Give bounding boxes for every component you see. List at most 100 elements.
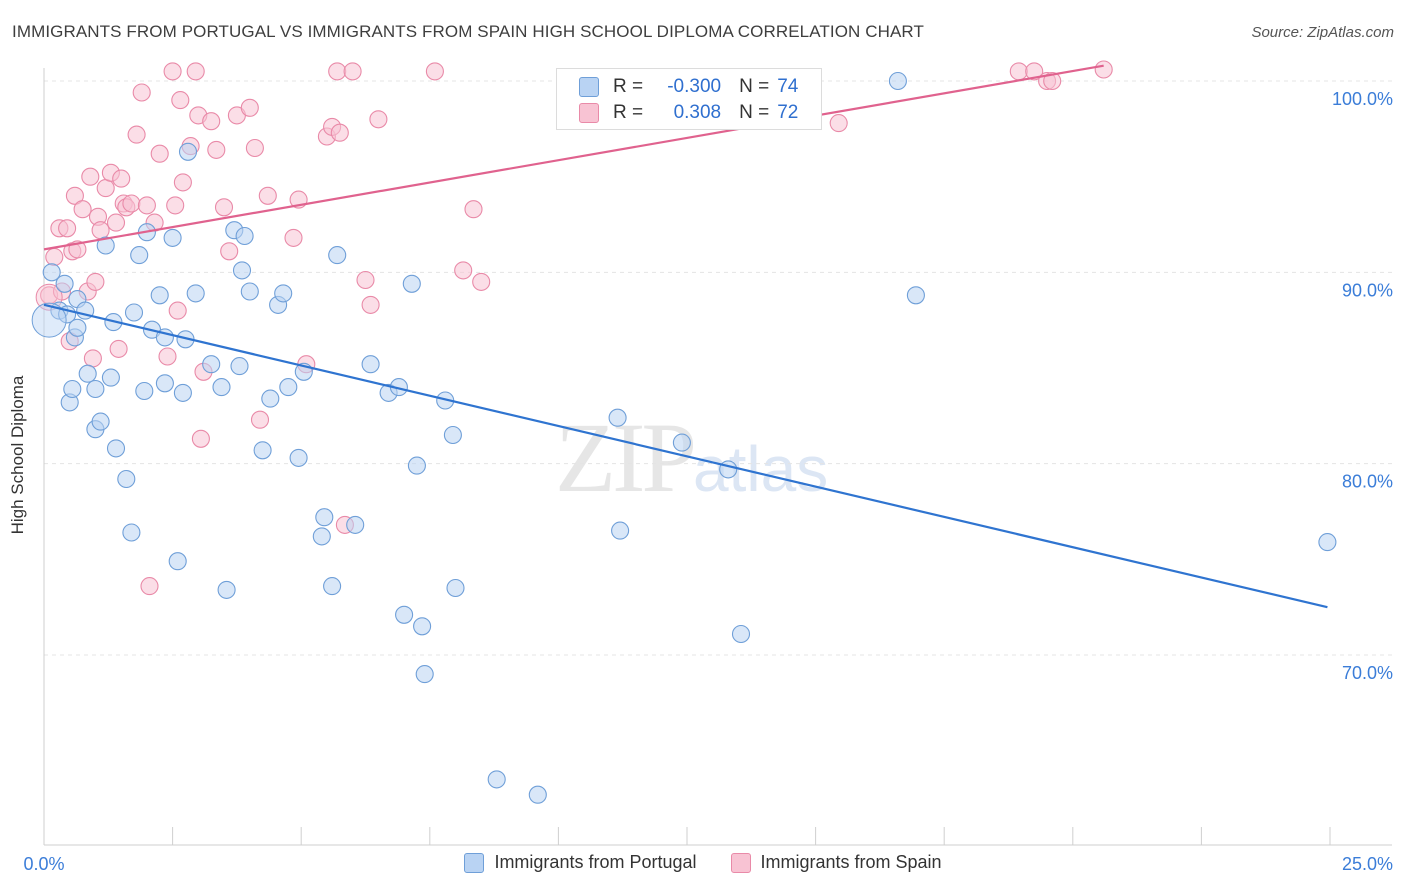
portugal-point [155, 374, 174, 393]
spain-point [220, 242, 239, 261]
spain-point [112, 169, 131, 188]
portugal-point [672, 433, 691, 452]
portugal-point [124, 303, 144, 322]
source-label: Source: ZipAtlas.com [1251, 24, 1394, 41]
portugal-point [315, 508, 334, 527]
spain-point [250, 410, 270, 429]
spain-point [73, 200, 92, 219]
trend-lines [43, 64, 1328, 609]
portugal-point [443, 425, 462, 445]
spain-point [464, 200, 483, 219]
spain-point [173, 173, 192, 192]
portugal-point [232, 261, 252, 280]
portugal-point [173, 383, 192, 402]
spain-point [132, 83, 151, 102]
spain-point [91, 221, 110, 240]
spain-point [284, 228, 303, 247]
spain-point [356, 270, 375, 290]
spain-point [171, 91, 190, 110]
portugal-point [86, 379, 105, 399]
portugal-point [117, 469, 136, 489]
portugal-point [68, 318, 87, 337]
portugal-point [240, 282, 259, 301]
spain-point [106, 213, 126, 232]
portugal-point [413, 617, 432, 636]
stats-row-portugal: R = -0.300 N = 74 [579, 75, 798, 99]
portugal-point [96, 236, 115, 255]
x-tick-label: 25.0% [1342, 854, 1393, 874]
portugal-point [168, 552, 187, 571]
spain-point [472, 272, 491, 291]
spain-point [1025, 62, 1044, 81]
spain-point [369, 110, 388, 129]
portugal-points [31, 71, 1337, 804]
portugal-point [106, 439, 126, 458]
spain-point [361, 295, 380, 314]
legend-item-portugal[interactable]: Immigrants from Portugal [464, 852, 697, 873]
portugal-point [63, 379, 82, 399]
portugal-point [235, 226, 254, 246]
spain-point [328, 62, 347, 81]
r-label: R = [613, 102, 644, 123]
portugal-point [186, 284, 205, 303]
portugal-point [101, 368, 120, 387]
n-label: N = [739, 102, 770, 123]
n-label: N = [739, 76, 770, 97]
portugal-point [611, 521, 630, 540]
spain-point [191, 429, 210, 448]
axis-layer [43, 68, 1392, 846]
spain-swatch [579, 103, 599, 123]
legend-label-portugal: Immigrants from Portugal [494, 852, 697, 872]
portugal-point [395, 605, 414, 624]
spain-point [245, 138, 264, 158]
spain-point [343, 62, 362, 81]
portugal-point [130, 246, 149, 265]
spain-point [207, 140, 226, 159]
r-value: -0.300 [667, 76, 722, 97]
portugal-point [407, 456, 426, 475]
portugal-cluster-point [31, 302, 67, 338]
y-tick-label: 80.0% [1342, 472, 1393, 492]
spain-point [109, 339, 128, 358]
bottom-legend: Immigrants from Portugal Immigrants from… [0, 852, 1406, 873]
legend-item-spain[interactable]: Immigrants from Spain [730, 852, 942, 873]
x-tick-label: 0.0% [23, 854, 64, 874]
spain-point [330, 123, 349, 142]
spain-point [425, 62, 444, 81]
spain-point [258, 186, 277, 205]
portugal-point [719, 460, 738, 479]
portugal-point [55, 274, 74, 293]
portugal-point [446, 578, 465, 598]
spain-point [83, 349, 102, 368]
portugal-point [415, 665, 434, 684]
spain-point [202, 112, 221, 131]
legend-label-spain: Immigrants from Spain [760, 852, 942, 872]
portugal-point [274, 284, 293, 303]
spain-point [137, 196, 156, 215]
spain-point [1094, 60, 1113, 79]
spain-point [140, 577, 159, 596]
chart-title: IMMIGRANTS FROM PORTUGAL VS IMMIGRANTS F… [12, 22, 924, 41]
stats-row-spain: R = 0.308 N = 72 [579, 101, 798, 125]
portugal-point [361, 355, 380, 374]
portugal-point [312, 527, 331, 546]
spain-point [1009, 62, 1028, 81]
spain-point [122, 194, 141, 213]
y-tick-label: 90.0% [1342, 280, 1393, 300]
portugal-point [163, 228, 182, 247]
spain-point [186, 62, 205, 81]
portugal-point [1318, 533, 1337, 552]
y-tick-label: 100.0% [1332, 89, 1393, 109]
spain-swatch [730, 852, 751, 873]
portugal-point [289, 448, 308, 467]
spain-point [86, 272, 105, 291]
spain-point [454, 261, 473, 280]
portugal-point [217, 580, 236, 599]
portugal-point [230, 357, 249, 376]
stats-legend: R = -0.300 N = 74 R = 0.308 N = 72 [556, 68, 822, 130]
portugal-point [253, 441, 272, 460]
portugal-point [202, 355, 221, 374]
portugal-swatch [464, 852, 485, 873]
spain-point [166, 196, 185, 215]
